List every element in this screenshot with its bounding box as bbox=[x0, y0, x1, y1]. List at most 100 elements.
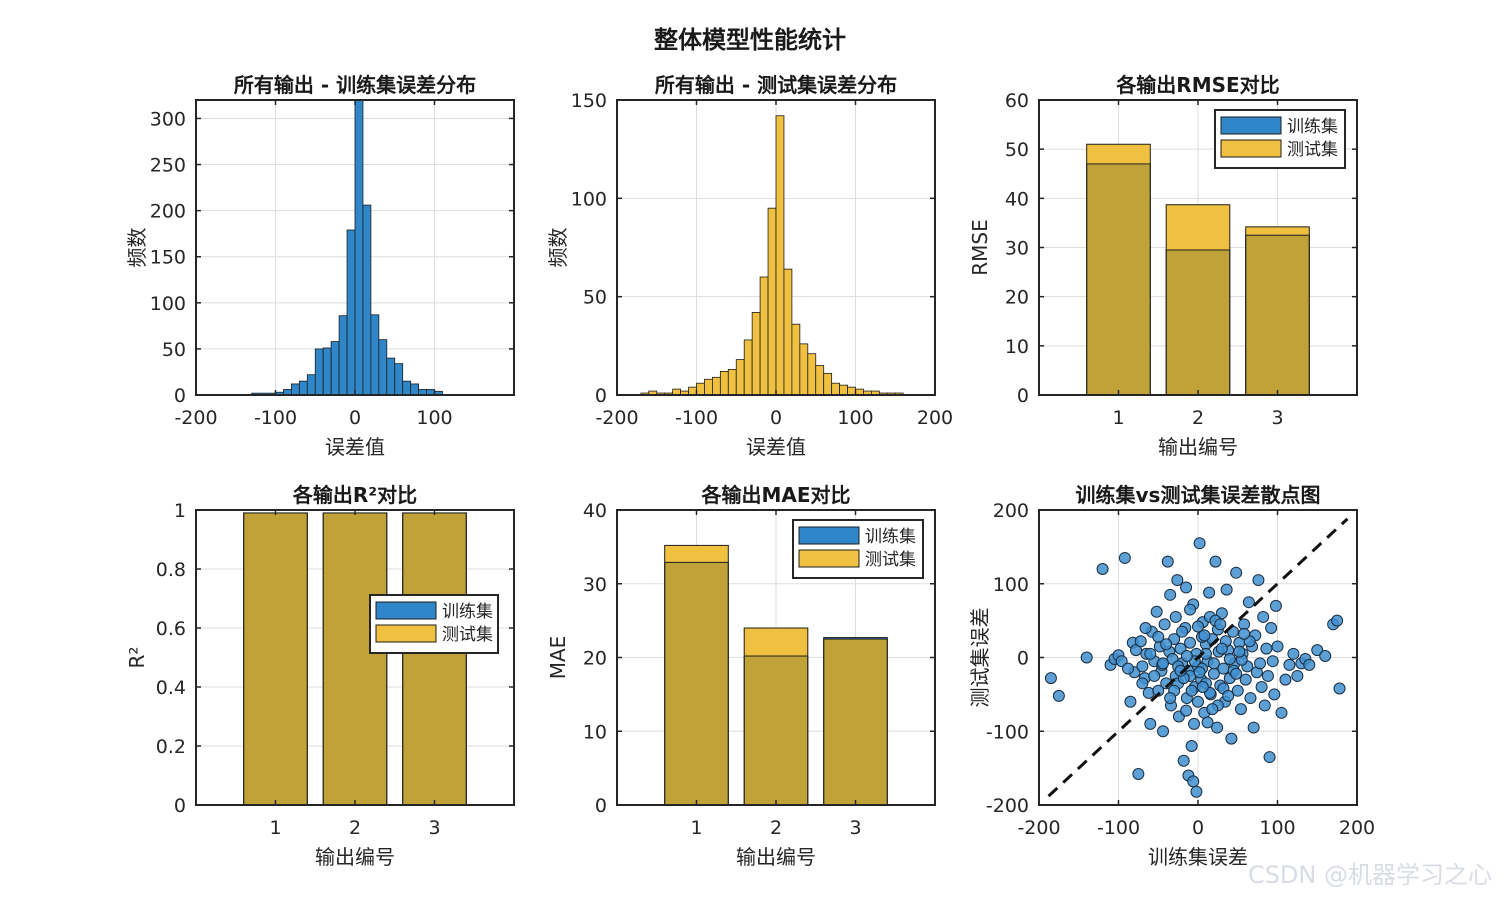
x-axis-label: 误差值 bbox=[746, 435, 806, 459]
x-tick-label: 100 bbox=[416, 407, 452, 429]
y-tick-label: 0 bbox=[1017, 648, 1029, 670]
scatter-point bbox=[1220, 583, 1233, 596]
scatter-point bbox=[1122, 662, 1135, 675]
hist-bar bbox=[767, 207, 777, 396]
x-tick-label: 1 bbox=[1112, 407, 1124, 429]
scatter-point bbox=[1158, 618, 1171, 631]
scatter-point bbox=[1260, 642, 1273, 655]
hist-bar bbox=[378, 339, 388, 396]
hist-bar bbox=[338, 315, 348, 396]
x-tick-label: -200 bbox=[595, 407, 638, 429]
x-tick-label: 0 bbox=[349, 407, 361, 429]
scatter-point bbox=[1134, 635, 1147, 648]
subplot-6: -200 -100 0 100 200 -200 -100 0 100 200 训练集vs测试集误差… bbox=[968, 483, 1375, 869]
y-axis-label: 频数 bbox=[546, 228, 570, 268]
scatter-point bbox=[1118, 551, 1131, 564]
hist-bar bbox=[823, 372, 833, 396]
subplot-title: 所有输出 - 训练集误差分布 bbox=[234, 73, 476, 97]
x-tick-label: 100 bbox=[837, 407, 873, 429]
scatter-point bbox=[1136, 677, 1149, 690]
y-tick-label: 60 bbox=[1005, 90, 1029, 112]
hist-bar bbox=[704, 378, 713, 396]
y-tick-label: 250 bbox=[150, 155, 186, 177]
legend-label: 测试集 bbox=[442, 625, 493, 645]
y-tick-label: 1 bbox=[174, 500, 186, 522]
subplot-title: 各输出R²对比 bbox=[292, 483, 417, 507]
scatter-point bbox=[1177, 754, 1190, 767]
x-tick-label: 2 bbox=[770, 817, 782, 839]
x-tick-label: -100 bbox=[254, 407, 297, 429]
bar-overlap bbox=[402, 512, 467, 805]
watermark: CSDN @机器学习之心 bbox=[1247, 861, 1492, 889]
scatter-point bbox=[1268, 688, 1281, 701]
hist-bar bbox=[402, 380, 412, 396]
hist-bar bbox=[743, 339, 753, 396]
scatter-point bbox=[1230, 566, 1243, 579]
hist-bar bbox=[807, 353, 817, 396]
y-axis-label: R² bbox=[125, 647, 149, 669]
scatter-point bbox=[1052, 689, 1065, 702]
hist-bar bbox=[346, 229, 356, 396]
y-tick-label: 0.2 bbox=[156, 736, 186, 758]
scatter-point bbox=[1171, 574, 1184, 587]
hist-bar bbox=[410, 383, 419, 396]
scatter-point bbox=[1144, 717, 1157, 730]
hist-bar bbox=[696, 382, 705, 396]
scatter-point bbox=[1044, 672, 1057, 685]
x-axis-label: 输出编号 bbox=[1158, 435, 1238, 459]
scatter-point bbox=[1247, 721, 1260, 734]
scatter-point bbox=[1275, 706, 1288, 719]
scatter-point bbox=[1157, 657, 1170, 670]
scatter-point bbox=[1207, 657, 1220, 670]
scatter-point bbox=[1223, 652, 1236, 665]
legend-label: 训练集 bbox=[1287, 117, 1338, 137]
x-tick-label: -200 bbox=[174, 407, 217, 429]
bar-overlap bbox=[1245, 235, 1310, 395]
y-tick-label: 100 bbox=[993, 574, 1029, 596]
figure-title: 整体模型性能统计 bbox=[654, 26, 846, 54]
scatter-point bbox=[1233, 645, 1246, 658]
y-tick-label: 100 bbox=[150, 293, 186, 315]
y-tick-label: 150 bbox=[571, 90, 607, 112]
scatter-point bbox=[1080, 651, 1093, 664]
y-tick-label: 200 bbox=[993, 500, 1029, 522]
scatter-point bbox=[1225, 732, 1238, 745]
scatter-point bbox=[1287, 647, 1300, 660]
y-tick-label: 50 bbox=[162, 339, 186, 361]
scatter-point bbox=[1124, 695, 1137, 708]
x-tick-label: 2 bbox=[1192, 407, 1204, 429]
hist-bar bbox=[735, 359, 745, 396]
scatter-point bbox=[1211, 721, 1224, 734]
scatter-point bbox=[1261, 669, 1274, 682]
subplot-title: 训练集vs测试集误差散点图 bbox=[1076, 483, 1321, 507]
y-tick-label: 50 bbox=[583, 287, 607, 309]
y-tick-label: 40 bbox=[1005, 188, 1029, 210]
scatter-point bbox=[1193, 537, 1206, 550]
legend-swatch bbox=[1220, 116, 1282, 135]
scatter-point bbox=[1161, 555, 1174, 568]
subplot-2: -200 -100 0 100 200 0 50 100 150 所有输出 - 测试集误差分布误差… bbox=[546, 73, 953, 459]
scatter-point bbox=[1148, 669, 1161, 682]
scatter-point bbox=[1180, 704, 1193, 717]
scatter-point bbox=[1144, 647, 1157, 660]
scatter-point bbox=[1193, 666, 1206, 679]
scatter-point bbox=[1198, 629, 1211, 642]
scatter-point bbox=[1184, 603, 1197, 616]
scatter-point bbox=[1266, 655, 1279, 668]
scatter-point bbox=[1188, 717, 1201, 730]
x-tick-label: 0 bbox=[770, 407, 782, 429]
hist-bar bbox=[688, 386, 697, 396]
scatter-point bbox=[1303, 658, 1316, 671]
scatter-point bbox=[1169, 610, 1182, 623]
legend-swatch bbox=[375, 601, 437, 620]
scatter-point bbox=[1190, 785, 1203, 798]
hist-bar bbox=[362, 204, 372, 396]
scatter-point bbox=[1176, 625, 1189, 638]
reference-line bbox=[1047, 517, 1349, 798]
x-tick-label: 1 bbox=[269, 817, 281, 839]
y-tick-label: 100 bbox=[571, 188, 607, 210]
scatter-point bbox=[1174, 664, 1187, 677]
scatter-point bbox=[1257, 610, 1270, 623]
scatter-point bbox=[1157, 725, 1170, 738]
